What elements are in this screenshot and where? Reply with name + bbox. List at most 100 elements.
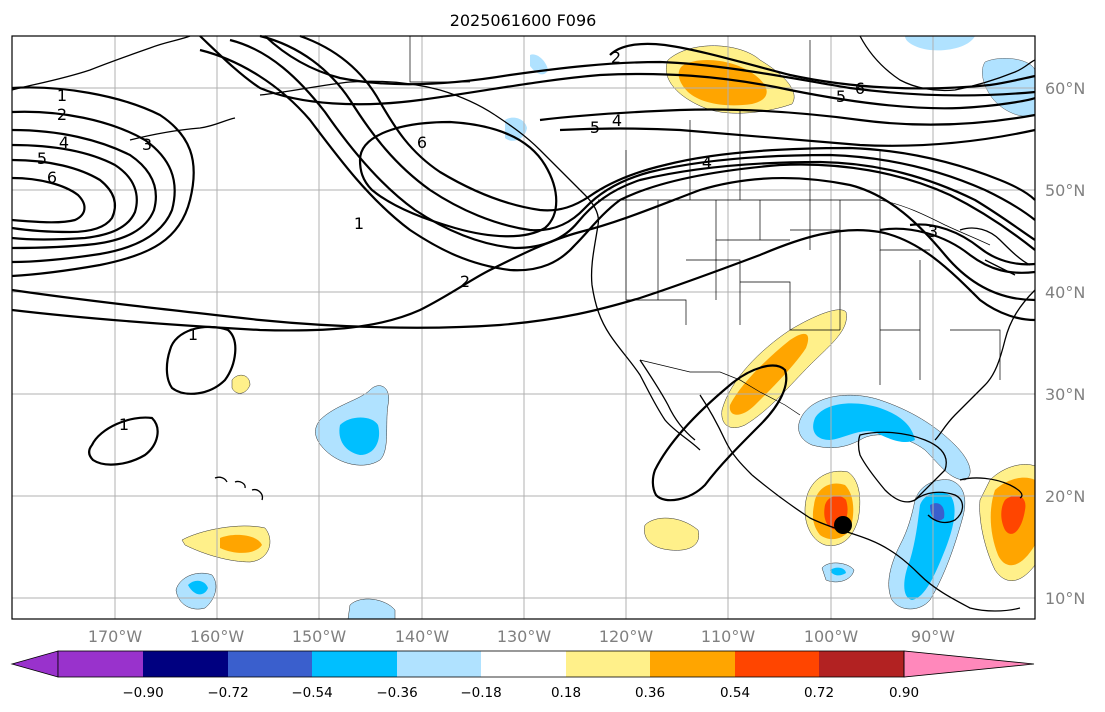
contour-west-5: [11, 158, 116, 234]
lat-label-40n: 40°N: [1045, 283, 1085, 302]
coast-bc: [494, 114, 600, 226]
lon-label-120w: 120°W: [599, 627, 654, 646]
coast-baja: [639, 359, 753, 476]
colorbar-frame: [57, 650, 905, 678]
contour-label-5-north: 5: [836, 87, 846, 106]
lon-label-170w: 170°W: [88, 627, 143, 646]
colorbar-tick-label: 0.18: [551, 685, 581, 701]
contour-main-3: [259, 34, 1036, 232]
contour-north-1: [199, 35, 1036, 110]
contour-east-1: [879, 227, 1036, 274]
colorbar-segment: [228, 651, 312, 677]
contour-north-3: [609, 42, 1036, 90]
colorbar-tick-label: −0.72: [207, 685, 248, 701]
coast-westcoast: [590, 224, 701, 451]
contour-label-4-bc: 4: [612, 111, 622, 130]
coast-east: [934, 289, 1036, 441]
anomaly-positive-southwest-core: [729, 333, 809, 415]
contour-west-3: [11, 128, 158, 250]
contour-label-2: 2: [57, 105, 67, 124]
longitude-labels: 170°W 160°W 150°W 140°W 130°W 120°W 110°…: [88, 627, 955, 646]
contour-label-1-pacific: 1: [354, 214, 364, 233]
contour-label-3: 3: [142, 135, 152, 154]
colorbar-extend-high: [903, 650, 1035, 678]
anomaly-negative-southeast: [347, 598, 396, 620]
coast-hawaii: [214, 476, 264, 501]
colorbar-segment: [58, 651, 143, 677]
lon-label-160w: 160°W: [190, 627, 245, 646]
coast-mexico-pacific: [751, 474, 1021, 612]
colorbar-segment: [312, 651, 397, 677]
border-states-3: [657, 200, 930, 300]
lon-label-90w: 90°W: [911, 627, 955, 646]
anomaly-positive-small-a: [231, 374, 251, 394]
contour-label-2-pacific: 2: [460, 272, 470, 291]
map-frame: [11, 35, 1036, 620]
lat-label-30n: 30°N: [1045, 385, 1085, 404]
contour-label-5-bc: 5: [590, 118, 600, 137]
lat-label-50n: 50°N: [1045, 181, 1085, 200]
contour-label-4-us: 4: [702, 153, 712, 172]
contour-main-2: [229, 38, 1036, 250]
colorbar-segment: [735, 651, 819, 677]
anomaly-negative-south-core: [188, 580, 208, 595]
contour-closed-b: [88, 416, 159, 466]
colorbar-tick-label: −0.90: [122, 685, 163, 701]
anomaly-positive-caribbean-core: [1001, 495, 1026, 534]
coastlines: [11, 35, 1036, 612]
contour-east-2: [909, 223, 1036, 266]
colorbar-tick-label: 0.90: [889, 685, 919, 701]
colorbar-extend-low: [10, 650, 59, 678]
contour-lines: [11, 34, 1036, 502]
colorbar-tick-label: 0.36: [635, 685, 665, 701]
anomaly-negative-labrador: [905, 36, 975, 51]
anomaly-negative-alaska: [530, 54, 548, 75]
map-panel: 1 2 4 5 6 3 2 5 6 6 5 4 4 3 1 2 1 1: [11, 34, 1036, 620]
anomaly-negative-pacific-core: [339, 417, 380, 455]
contour-label-3-east: 3: [928, 222, 938, 241]
contour-closed-c: [651, 364, 788, 502]
colorbar-segment: [481, 651, 566, 677]
map-title: 2025061600 F096: [450, 11, 597, 30]
contour-main-1: [199, 48, 1036, 272]
anomaly-negative-small-core: [830, 567, 846, 576]
contour-closed-a: [165, 325, 237, 395]
coast-yucatan: [914, 491, 964, 524]
lat-label-10n: 10°N: [1045, 589, 1085, 608]
contour-low-6: [358, 120, 558, 238]
border-us-canada: [598, 199, 991, 246]
colorbar: −0.90 −0.72 −0.54 −0.36 −0.18 0.18 0.36 …: [10, 650, 1035, 701]
coast-hudson: [859, 35, 1036, 92]
colorbar-segment: [819, 651, 904, 677]
contour-label-1-closed-a: 1: [188, 325, 198, 344]
contour-west-2: [11, 110, 176, 264]
colorbar-tick-label: −0.54: [291, 685, 332, 701]
lon-label-130w: 130°W: [497, 627, 552, 646]
colorbar-segment: [650, 651, 735, 677]
border-us-mexico: [639, 359, 801, 416]
contour-label-1: 1: [57, 86, 67, 105]
storm-center-marker: [834, 516, 852, 534]
contour-west-6: [11, 176, 86, 224]
contour-north-2: [264, 35, 1036, 97]
contour-label-2-north: 2: [611, 48, 621, 67]
lon-label-100w: 100°W: [804, 627, 859, 646]
colorbar-tick-label: −0.18: [460, 685, 501, 701]
colorbar-segment: [143, 651, 228, 677]
anomaly-positive-pacific-core: [220, 534, 262, 553]
coast-aleutians: [129, 117, 236, 141]
contour-label-6-north: 6: [855, 79, 865, 98]
colorbar-segment: [397, 651, 481, 677]
coast-alaska-south: [259, 80, 496, 116]
contour-trough-2: [11, 176, 1036, 332]
lon-label-150w: 150°W: [292, 627, 347, 646]
lon-label-110w: 110°W: [701, 627, 756, 646]
contour-labels: 1 2 4 5 6 3 2 5 6 6 5 4 4 3 1 2 1 1: [37, 48, 938, 434]
contour-main-4: [299, 34, 1036, 212]
colorbar-tick-label: 0.72: [804, 685, 834, 701]
lat-label-20n: 20°N: [1045, 487, 1085, 506]
colorbar-ticks: −0.90 −0.72 −0.54 −0.36 −0.18 0.18 0.36 …: [122, 685, 919, 701]
contour-label-1-closed-b: 1: [119, 415, 129, 434]
contour-trough-1: [11, 228, 1036, 329]
